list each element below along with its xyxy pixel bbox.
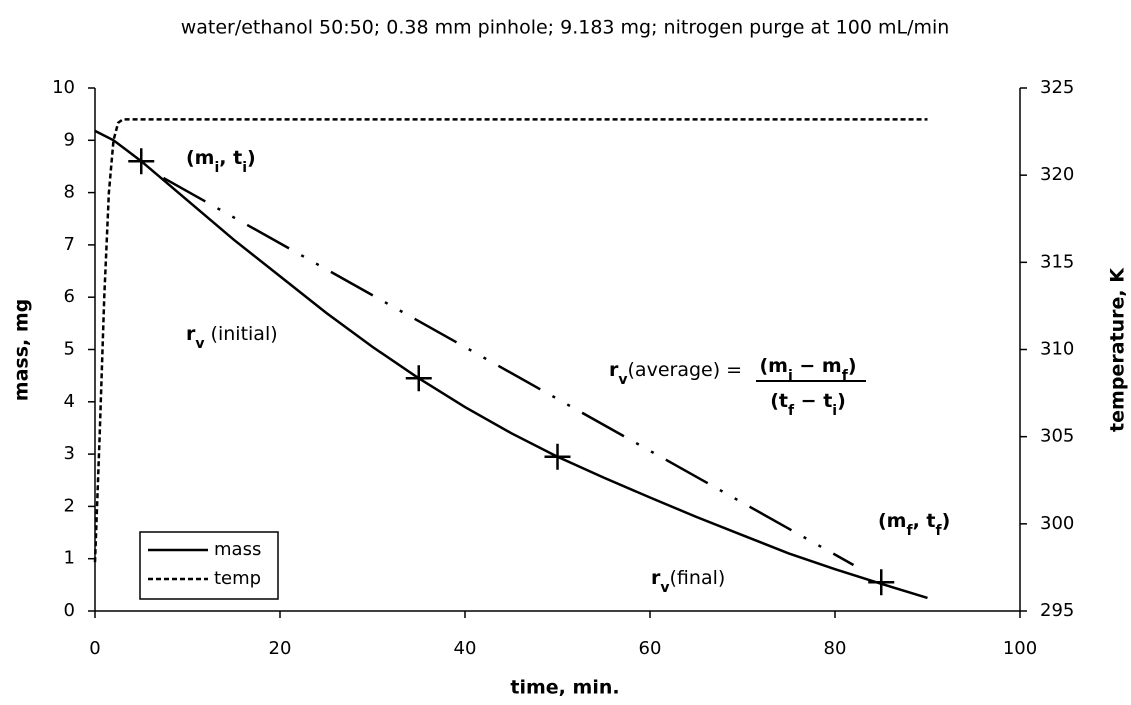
annotation-text: f [936,523,943,539]
legend-label: mass [214,539,261,560]
chart-title: water/ethanol 50:50; 0.38 mm pinhole; 9.… [181,17,950,39]
y2-tick-label: 305 [1040,426,1074,447]
y2-tick-label: 310 [1040,339,1074,360]
annotation-text: f [906,523,913,539]
annotation-text: (t [770,390,788,412]
y-tick-label: 0 [64,600,75,621]
annotation: (tf − ti) [770,390,846,419]
annotation: (mf, tf) [878,510,950,539]
annotation-text: f [788,403,795,419]
annotation-text: ) [942,510,951,532]
y-tick-label: 8 [64,182,75,203]
y2-tick-label: 295 [1040,600,1074,621]
point-marker [405,365,432,392]
y2-tick-label: 300 [1040,513,1074,534]
point-marker [868,569,895,596]
annotation-text: (m [759,355,787,377]
annotation-text: i [832,403,837,419]
legend-label: temp [214,568,261,589]
y-tick-label: 4 [64,391,75,412]
y-tick-label: 2 [64,495,75,516]
legend-box [139,531,279,600]
annotation-text: ) [247,147,256,169]
y-axis-label: mass, mg [11,299,33,401]
annotation-text: i [214,160,219,176]
annotation-text: (final) [670,567,726,589]
y2-tick-label: 325 [1040,77,1074,98]
annotation-text: v [618,372,627,388]
y2-tick-label: 320 [1040,164,1074,185]
annotation-text: (m [186,147,214,169]
x-tick-label: 80 [824,638,847,659]
annotation: rv(average) = [609,359,742,388]
annotation: (mi, ti) [186,147,256,176]
annotation-text: v [660,580,669,596]
annotation-text: − m [793,355,842,377]
point-marker [128,148,155,175]
y-tick-label: 10 [52,77,75,98]
annotation-text: , t [219,147,242,169]
series-line [94,129,928,600]
y2-tick-label: 315 [1040,251,1074,272]
annotation-text: (initial) [205,323,278,345]
annotation: rv (initial) [186,323,278,352]
annotation-text: i [788,368,793,384]
y-tick-label: 7 [64,234,75,255]
y-tick-label: 3 [64,443,75,464]
y-tick-label: 6 [64,286,75,307]
annotation-text: − t [794,390,832,412]
x-tick-label: 40 [454,638,477,659]
annotation: rv(final) [651,567,725,596]
point-marker [544,443,571,470]
annotation-text: , t [913,510,936,532]
x-axis-label: time, min. [510,677,619,699]
annotation: (mi − mf) [759,355,856,384]
annotation-text: ) [837,390,846,412]
y2-axis-label: temperature, K [1107,267,1129,432]
annotation-text: i [242,160,247,176]
annotation-text: r [609,359,619,381]
annotation-text: v [195,336,204,352]
x-tick-label: 100 [1003,638,1037,659]
average-rate-line [162,176,855,567]
y-tick-label: 5 [64,339,75,360]
annotation-text: r [651,567,661,589]
series-line [93,118,928,563]
annotation-text: r [186,323,196,345]
x-tick-label: 60 [639,638,662,659]
annotation-text: (m [878,510,906,532]
annotation-text: f [842,368,849,384]
x-tick-label: 0 [89,638,100,659]
y-tick-label: 1 [64,548,75,569]
x-tick-label: 20 [269,638,292,659]
annotation-text: ) [848,355,857,377]
y-tick-label: 9 [64,129,75,150]
annotation-text: (average) = [628,359,743,381]
